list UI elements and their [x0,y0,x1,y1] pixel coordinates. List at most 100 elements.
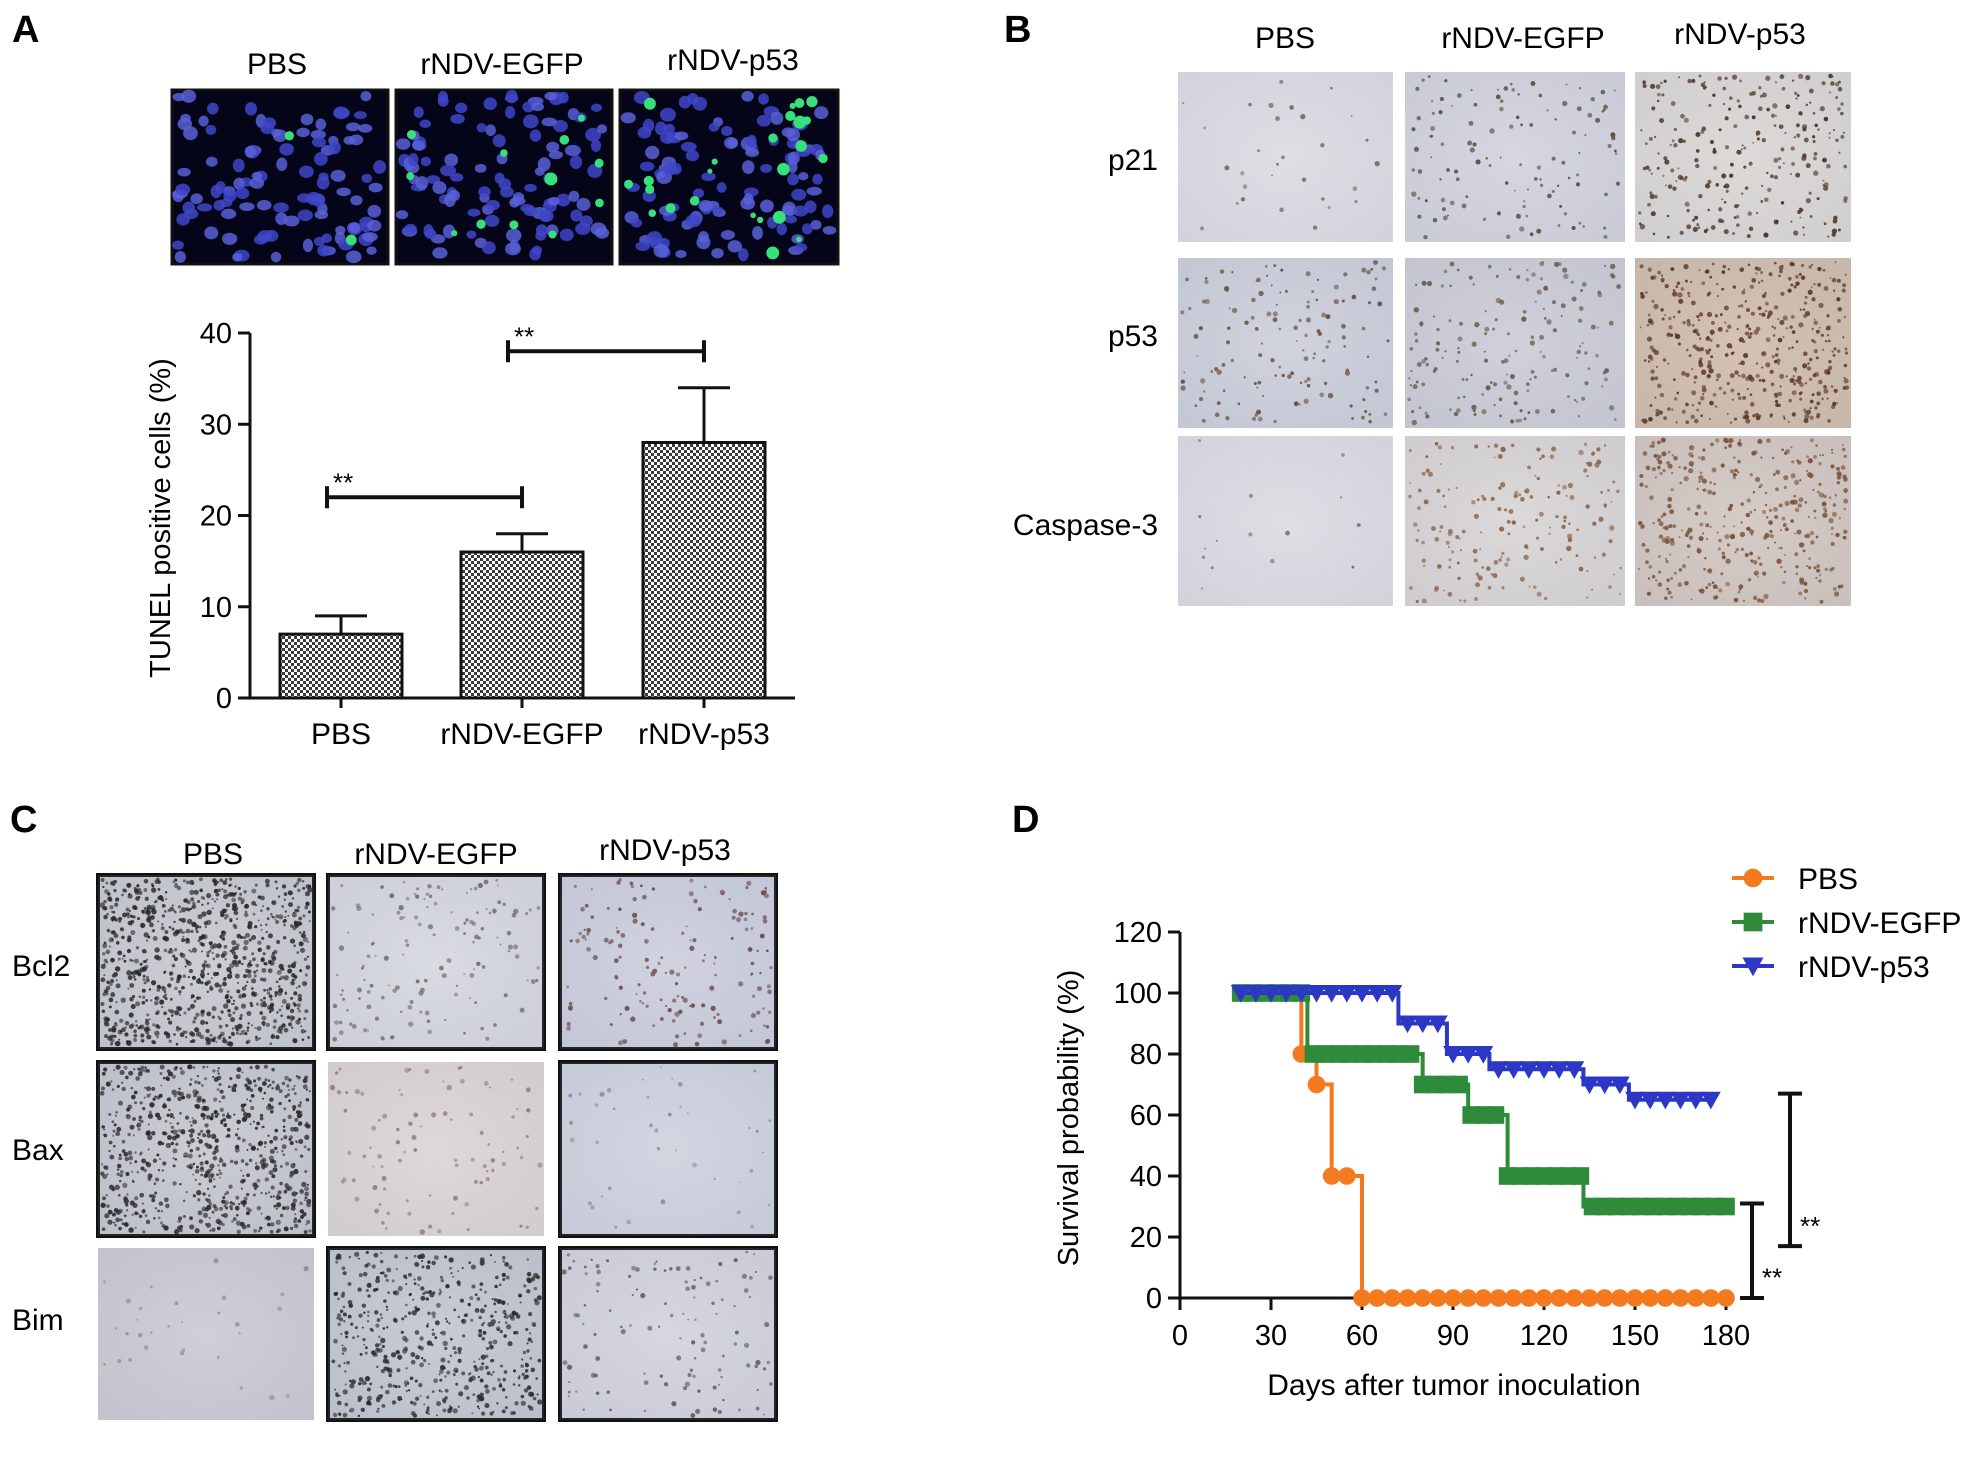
nucleus [639,161,655,172]
nucleus [653,243,669,258]
y-tick-label: 0 [216,683,232,715]
nucleus [296,127,310,138]
y-tick-label: 60 [1130,1100,1162,1132]
panel-c-col-label-egfp: rNDV-EGFP [354,838,517,871]
ihc-bim-pbs [98,1248,314,1420]
nucleus [535,224,548,237]
data-point [1550,1289,1568,1307]
nucleus [373,160,387,174]
data-point [1486,1106,1505,1124]
nucleus [678,95,692,109]
nucleus [564,144,581,157]
nucleus [576,197,591,211]
nucleus [590,222,607,236]
nucleus [367,220,382,232]
nucleus [232,158,245,173]
ihc-p53-rndv-p53 [1635,258,1851,428]
nucleus [568,190,580,202]
nucleus [781,205,798,216]
nucleus [206,102,219,115]
nucleus [680,141,697,152]
nucleus [727,240,743,253]
y-tick-label: 120 [1114,917,1162,949]
nucleus [787,173,799,186]
nucleus [685,214,702,228]
data-point [1609,1076,1630,1095]
nucleus [190,193,203,205]
nucleus [481,241,496,255]
nucleus [822,204,834,219]
panel-b-col-label-egfp: rNDV-EGFP [1441,22,1604,55]
x-tick-label-rndv-egfp: rNDV-EGFP [440,718,603,751]
ihc-bcl2-rndv-egfp [326,873,546,1051]
tunel-positive-cell [643,97,656,110]
nucleus [244,102,258,116]
data-point [1626,1289,1644,1307]
bar-rndv-p53 [641,441,767,700]
nucleus [758,93,769,105]
nucleus [367,204,382,218]
nucleus [336,187,351,197]
tunel-positive-cell [789,102,796,109]
nucleus [358,123,373,133]
panel-c-row-label-bcl2: Bcl2 [12,950,70,983]
y-tick-label: 40 [1130,1161,1162,1193]
data-point [1743,868,1763,888]
nucleus [232,252,243,262]
data-point [1655,1091,1676,1110]
survival-legend: PBS rNDV-EGFP rNDV-p53 [1732,863,1961,984]
panel-letter-c: C [10,799,37,841]
data-point [1459,1289,1477,1307]
tunel-cells-p53 [620,91,837,262]
nucleus [239,202,255,211]
nucleus [404,223,417,234]
nucleus [345,250,362,264]
data-point [1717,1197,1735,1216]
nucleus [174,250,186,263]
ihc-caspase-3-pbs [1178,436,1393,606]
significance-label: ** [1800,1211,1820,1241]
data-point [1656,1289,1675,1307]
nucleus [432,247,448,259]
data-point [1352,985,1372,1003]
survival-significance: ** ** [1740,1091,1820,1300]
nucleus [368,182,383,193]
ihc-bax-rndv-p53 [558,1060,778,1238]
data-point [1535,1289,1553,1307]
panel-d: D 0 20 40 60 80 100 120 0 30 60 90 120 150 180 PBS rN… [1012,799,1961,1402]
nucleus [353,111,367,120]
data-point [1717,1289,1735,1307]
nucleus [486,199,500,211]
x-tick-label: 120 [1520,1320,1568,1352]
data-point [1702,1289,1720,1307]
ihc-bax-rndv-egfp [328,1062,544,1236]
nucleus [235,187,250,200]
nucleus [742,160,755,174]
nucleus [548,196,560,206]
nucleus [440,164,457,177]
nucleus [746,134,757,148]
survival-y-ticks: 0 20 40 60 80 100 120 [1114,917,1180,1315]
data-point [1489,1289,1508,1307]
tunel-image-p53 [618,88,840,266]
ihc-p21-rndv-egfp [1405,72,1625,242]
ihc-bcl2-rndv-p53 [558,873,778,1051]
nucleus [671,162,682,175]
nucleus [675,250,687,259]
nucleus [724,136,739,149]
nucleus [760,199,774,213]
nucleus [712,206,724,215]
nucleus [499,186,514,198]
data-point [1625,1091,1645,1110]
nucleus [752,225,763,240]
nucleus [395,210,409,220]
tunel-positive-cell [643,175,654,186]
ihc-p53-rndv-egfp [1405,258,1625,428]
nucleus [177,117,193,131]
panel-b: B PBS rNDV-EGFP rNDV-p53 p21 p53 Caspase… [1004,9,1851,606]
nucleus [810,219,822,230]
nucleus [444,153,459,167]
data-point [1367,985,1388,1003]
nucleus [738,248,749,262]
data-point [1700,1091,1721,1110]
